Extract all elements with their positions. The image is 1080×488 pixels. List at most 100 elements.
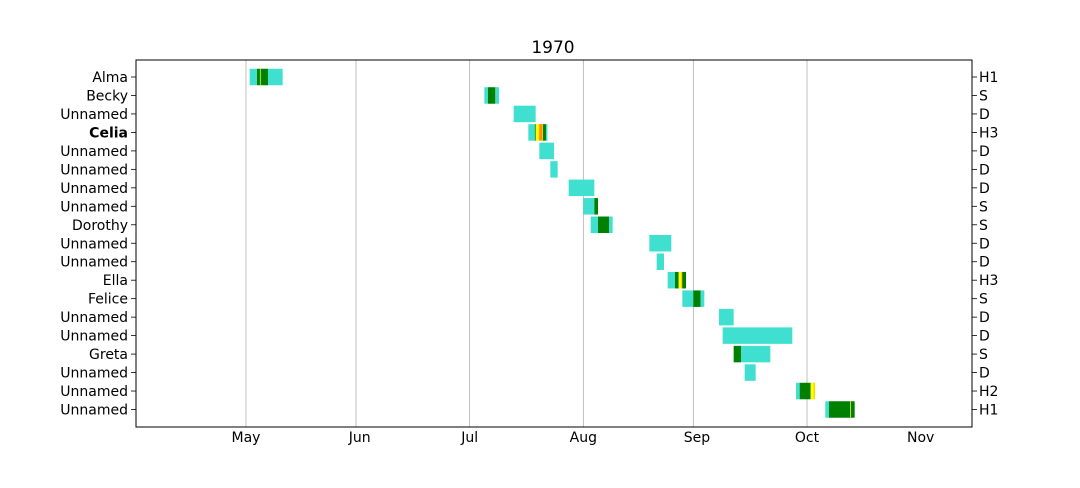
storm-segment bbox=[799, 382, 811, 400]
storm-segment bbox=[667, 271, 675, 289]
storm-row bbox=[649, 235, 672, 252]
storm-row bbox=[744, 364, 756, 381]
storm-category-label: D bbox=[979, 107, 990, 123]
storm-row bbox=[568, 179, 595, 197]
month-tick-label: Aug bbox=[570, 430, 597, 446]
month-tick-label: Jun bbox=[348, 430, 371, 446]
storm-name-labels: Alma Becky Unnamed Celia Unnamed Unnamed Unnam… bbox=[60, 70, 136, 419]
storm-category-label: S bbox=[979, 218, 988, 234]
storm-segment bbox=[813, 382, 816, 400]
storm-name-label: Unnamed bbox=[60, 236, 128, 252]
month-tick-label: Jul bbox=[460, 430, 478, 446]
storm-name-label: Unnamed bbox=[60, 255, 128, 271]
storm-segment bbox=[744, 364, 756, 381]
storm-name-label: Greta bbox=[89, 347, 128, 363]
storm-row bbox=[528, 124, 548, 141]
storm-segment bbox=[268, 68, 283, 86]
storm-name-label: Becky bbox=[86, 88, 128, 104]
month-tick-label: May bbox=[232, 430, 261, 446]
storm-name-label: Unnamed bbox=[60, 199, 128, 215]
storm-name-label: Unnamed bbox=[60, 107, 128, 123]
storm-category-label: H1 bbox=[979, 403, 998, 419]
storm-segment bbox=[741, 345, 771, 363]
storm-segment bbox=[675, 271, 679, 289]
storm-name-label: Unnamed bbox=[60, 310, 128, 326]
month-tick-label: Nov bbox=[907, 430, 934, 446]
storm-segment bbox=[545, 124, 548, 141]
storm-row bbox=[550, 161, 558, 178]
storm-segment bbox=[539, 124, 543, 141]
storm-name-label: Dorothy bbox=[72, 218, 128, 234]
storm-segment bbox=[733, 345, 741, 363]
storm-segment bbox=[682, 290, 694, 307]
storm-name-label: Unnamed bbox=[60, 366, 128, 382]
storm-segment bbox=[609, 216, 613, 234]
storm-segment bbox=[543, 124, 547, 141]
storm-row bbox=[722, 327, 793, 344]
storm-category-label: S bbox=[979, 199, 988, 215]
storm-segment bbox=[528, 124, 536, 141]
storm-name-label: Felice bbox=[88, 292, 128, 308]
storm-segment bbox=[649, 235, 672, 252]
storm-category-label: D bbox=[979, 366, 990, 382]
storm-segment bbox=[656, 253, 664, 270]
storm-segment bbox=[682, 271, 686, 289]
storm-row bbox=[249, 68, 283, 86]
storm-category-label: H3 bbox=[979, 273, 998, 289]
storm-bars bbox=[249, 68, 855, 418]
storm-row bbox=[656, 253, 664, 270]
storm-row bbox=[539, 142, 554, 160]
storm-row bbox=[733, 345, 771, 363]
storm-segment bbox=[796, 382, 800, 400]
storm-row bbox=[590, 216, 613, 234]
storm-category-label: D bbox=[979, 255, 990, 271]
storm-row bbox=[682, 290, 705, 307]
month-tick-label: Sep bbox=[684, 430, 711, 446]
storm-category-label: D bbox=[979, 181, 990, 197]
storm-row bbox=[825, 401, 855, 418]
plot-frame bbox=[135, 59, 973, 428]
storm-row bbox=[583, 198, 598, 215]
storm-segment bbox=[260, 68, 268, 86]
storm-category-label: H1 bbox=[979, 70, 998, 86]
storm-category-label: D bbox=[979, 329, 990, 345]
storm-segment bbox=[535, 124, 540, 141]
storm-segment bbox=[488, 87, 496, 104]
storm-name-label: Unnamed bbox=[60, 329, 128, 345]
storm-segment bbox=[583, 198, 595, 215]
storm-segment bbox=[825, 401, 829, 418]
storm-segment bbox=[590, 216, 598, 234]
storm-segment bbox=[722, 327, 793, 344]
storm-category-label: D bbox=[979, 236, 990, 252]
storm-segment bbox=[484, 87, 488, 104]
storm-row bbox=[667, 271, 686, 289]
storm-category-label: S bbox=[979, 347, 988, 363]
storm-category-label: H2 bbox=[979, 384, 998, 400]
storm-segment bbox=[594, 198, 598, 215]
storm-name-label: Alma bbox=[92, 70, 128, 86]
storm-segment bbox=[829, 401, 851, 418]
storm-name-label: Unnamed bbox=[60, 162, 128, 178]
storm-segment bbox=[249, 68, 257, 86]
storm-segment bbox=[700, 290, 705, 307]
month-tick-label: Oct bbox=[795, 430, 820, 446]
storm-segment bbox=[678, 271, 683, 289]
storm-segment bbox=[693, 290, 701, 307]
storm-row bbox=[719, 308, 734, 326]
storm-row bbox=[796, 382, 816, 400]
storm-segment bbox=[598, 216, 609, 234]
storm-segment bbox=[495, 87, 499, 104]
storm-segment bbox=[851, 401, 855, 418]
storm-segment bbox=[568, 179, 595, 197]
storm-segment bbox=[257, 68, 261, 86]
storm-row bbox=[513, 105, 536, 123]
storm-category-label: D bbox=[979, 162, 990, 178]
storm-segment bbox=[513, 105, 536, 123]
storm-name-label: Celia bbox=[89, 125, 128, 141]
storm-category-label: D bbox=[979, 144, 990, 160]
storm-row bbox=[484, 87, 499, 104]
chart-title: 1970 bbox=[531, 38, 574, 58]
storm-segment bbox=[550, 161, 558, 178]
